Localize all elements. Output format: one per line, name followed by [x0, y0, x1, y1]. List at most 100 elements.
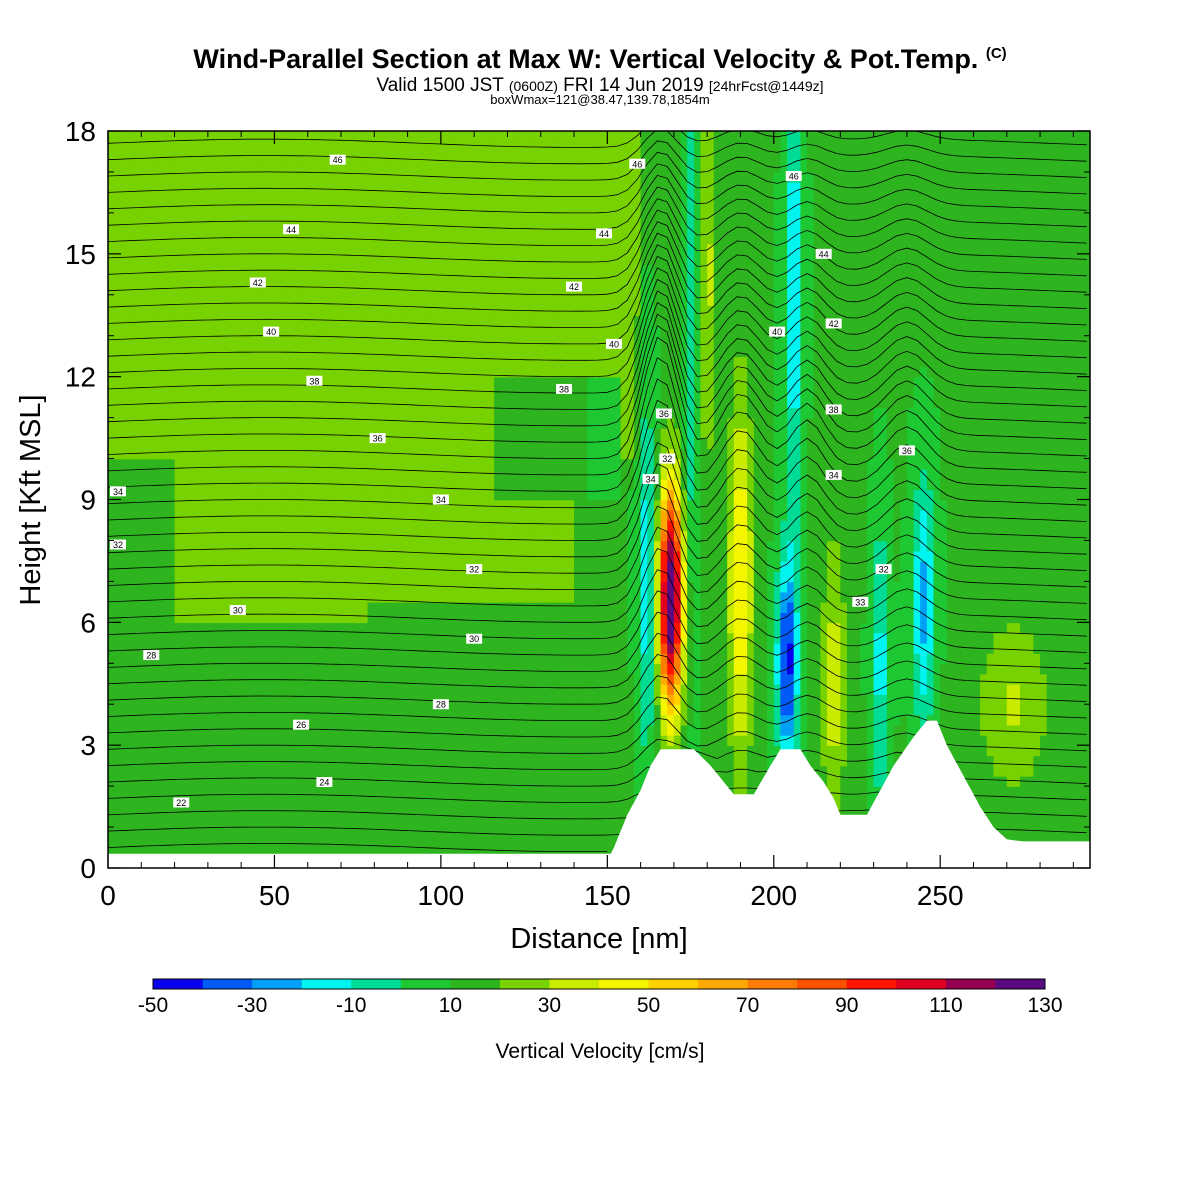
velocity-cell	[560, 837, 569, 849]
velocity-cell	[121, 581, 129, 593]
velocity-cell	[440, 233, 449, 245]
velocity-cell	[387, 560, 396, 572]
velocity-cell	[420, 847, 429, 859]
velocity-cell	[507, 243, 515, 255]
velocity-cell	[474, 530, 482, 542]
velocity-cell	[467, 223, 475, 235]
velocity-cell	[500, 694, 509, 706]
velocity-cell	[321, 335, 329, 347]
velocity-cell	[414, 499, 422, 511]
velocity-cell	[147, 509, 156, 521]
velocity-cell	[407, 653, 416, 665]
velocity-cell	[341, 223, 349, 235]
velocity-cell	[507, 376, 515, 388]
velocity-cell	[274, 192, 282, 204]
velocity-cell	[534, 694, 542, 706]
velocity-cell	[387, 243, 396, 255]
velocity-cell	[407, 223, 416, 235]
velocity-cell	[494, 755, 502, 767]
velocity-cell	[474, 131, 482, 143]
velocity-cell	[134, 223, 143, 235]
velocity-cell	[494, 796, 502, 808]
velocity-cell	[287, 601, 296, 613]
velocity-cell	[480, 397, 489, 409]
velocity-cell	[534, 274, 542, 286]
velocity-cell	[261, 499, 269, 511]
velocity-cell	[527, 243, 535, 255]
velocity-cell	[440, 642, 449, 654]
velocity-cell	[467, 550, 475, 562]
velocity-cell	[161, 560, 169, 572]
velocity-cell	[134, 827, 143, 839]
velocity-cell	[241, 202, 249, 214]
velocity-cell	[287, 479, 296, 491]
velocity-cell	[141, 581, 149, 593]
velocity-cell	[400, 560, 409, 572]
velocity-cell	[147, 243, 156, 255]
velocity-cell	[267, 591, 276, 603]
velocity-cell	[221, 775, 229, 787]
velocity-cell	[121, 253, 129, 265]
velocity-cell	[314, 786, 322, 798]
velocity-cell	[347, 407, 356, 419]
velocity-cell	[201, 356, 209, 368]
velocity-cell	[467, 335, 475, 347]
velocity-cell	[187, 612, 196, 624]
velocity-cell	[281, 775, 289, 787]
velocity-cell	[527, 346, 535, 358]
velocity-cell	[307, 264, 316, 276]
velocity-cell	[141, 151, 149, 163]
velocity-cell	[341, 571, 349, 583]
velocity-cell	[427, 509, 436, 521]
velocity-cell	[374, 724, 382, 736]
velocity-cell	[327, 581, 336, 593]
velocity-cell	[514, 837, 522, 849]
velocity-cell	[560, 141, 569, 153]
velocity-cell	[474, 407, 482, 419]
velocity-cell	[181, 816, 189, 828]
velocity-cell	[507, 560, 515, 572]
velocity-cell	[167, 202, 176, 214]
velocity-cell	[161, 622, 169, 634]
velocity-cell	[214, 141, 222, 153]
velocity-cell	[427, 663, 436, 675]
velocity-cell	[321, 704, 329, 716]
velocity-cell	[247, 233, 256, 245]
velocity-cell	[414, 847, 422, 859]
velocity-cell	[241, 837, 249, 849]
velocity-cell	[540, 786, 549, 798]
velocity-cell	[214, 837, 222, 849]
velocity-cell	[261, 284, 269, 296]
velocity-cell	[141, 243, 149, 255]
velocity-cell	[181, 407, 189, 419]
velocity-cell	[241, 755, 249, 767]
velocity-cell	[147, 530, 156, 542]
velocity-cell	[181, 141, 189, 153]
velocity-cell	[361, 509, 369, 521]
velocity-cell	[414, 131, 422, 143]
velocity-cell	[141, 458, 149, 470]
velocity-cell	[434, 847, 442, 859]
velocity-cell	[547, 284, 555, 296]
velocity-cell	[194, 847, 202, 859]
velocity-cell	[374, 274, 382, 286]
velocity-cell	[347, 417, 356, 429]
velocity-cell	[534, 612, 542, 624]
velocity-cell	[254, 171, 262, 183]
velocity-cell	[554, 223, 562, 235]
velocity-cell	[287, 212, 296, 224]
velocity-cell	[187, 192, 196, 204]
velocity-cell	[301, 560, 309, 572]
velocity-cell	[414, 253, 422, 265]
velocity-cell	[214, 192, 222, 204]
velocity-cell	[394, 325, 402, 337]
velocity-cell	[227, 745, 236, 757]
velocity-cell	[321, 448, 329, 460]
velocity-cell	[314, 509, 322, 521]
velocity-cell	[554, 274, 562, 286]
velocity-cell	[387, 816, 396, 828]
velocity-cell	[507, 642, 515, 654]
velocity-cell	[214, 253, 222, 265]
velocity-cell	[560, 294, 569, 306]
velocity-cell	[347, 192, 356, 204]
